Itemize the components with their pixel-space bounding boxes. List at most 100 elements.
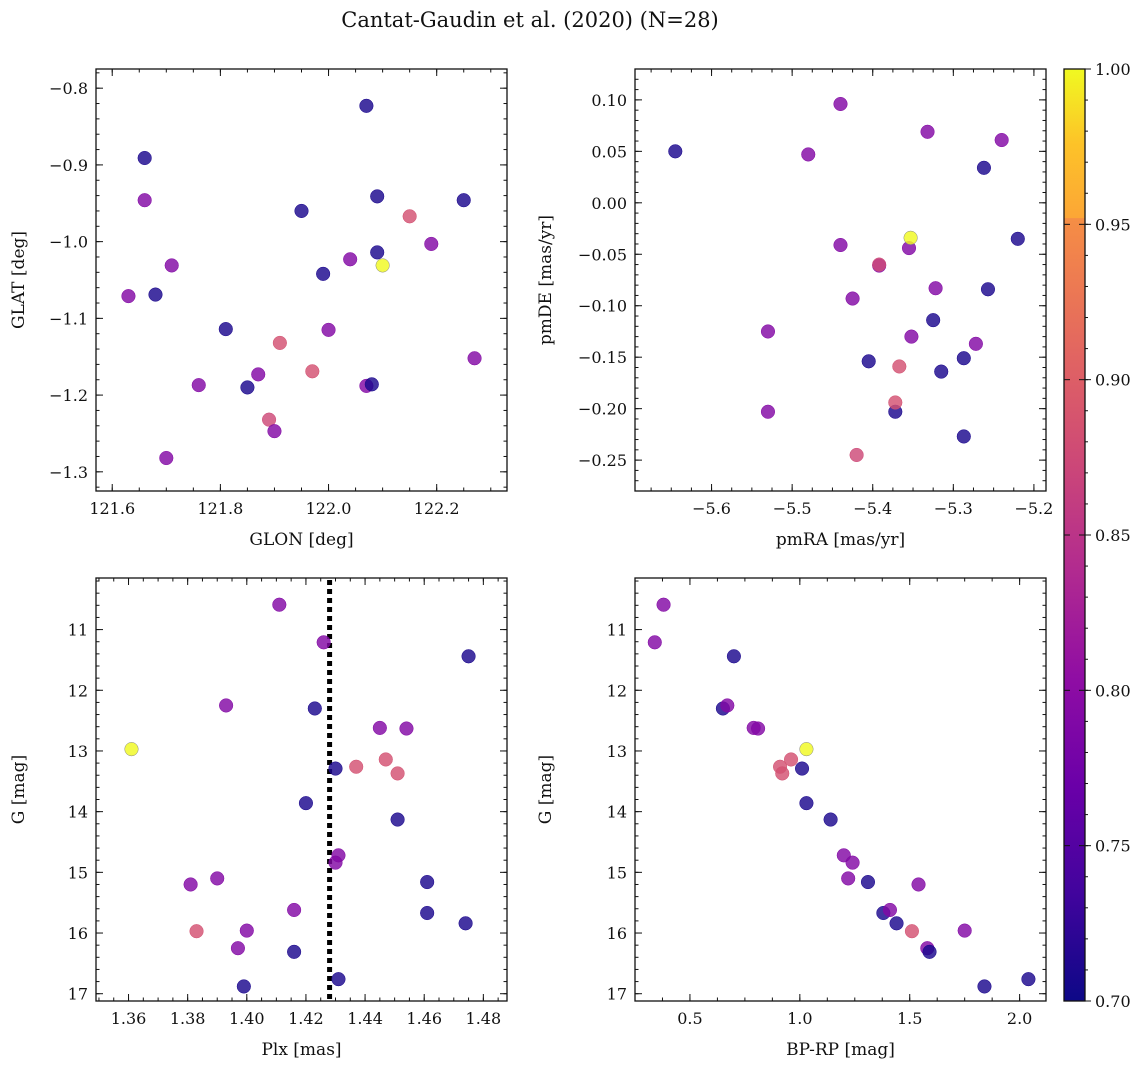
- y-tick-label: 16: [68, 924, 88, 943]
- scatter-point: [889, 916, 904, 931]
- y-tick-label: −0.8: [49, 79, 88, 98]
- scatter-point: [331, 972, 346, 987]
- scatter-point: [331, 848, 346, 863]
- x-tick-label: −5.4: [853, 499, 892, 518]
- y-tick-label: −1.3: [49, 463, 88, 482]
- scatter-point: [760, 324, 776, 339]
- x-tick-label: 1.5: [897, 1009, 922, 1028]
- x-tick-label: 1.38: [170, 1009, 206, 1028]
- scatter-point: [148, 287, 163, 302]
- scatter-point: [888, 395, 903, 410]
- scatter-point: [343, 252, 358, 267]
- x-tick-label: −5.6: [692, 499, 731, 518]
- y-tick-label: 0.05: [591, 142, 627, 161]
- colorbar-tick-label: 0.70: [1095, 992, 1131, 1011]
- scatter-point: [458, 916, 473, 931]
- scatter-point: [1010, 231, 1025, 246]
- x-tick-label: −5.5: [773, 499, 812, 518]
- scatter-point: [976, 160, 991, 175]
- scatter-point: [799, 742, 814, 757]
- axes-frame: [95, 577, 508, 1002]
- scatter-point: [920, 124, 935, 139]
- x-tick-label: 1.40: [229, 1009, 265, 1028]
- scatter-point: [124, 742, 139, 757]
- scatter-point: [424, 236, 439, 251]
- x-tick-label: 1.0: [787, 1009, 812, 1028]
- y-tick-label: −0.25: [578, 451, 627, 470]
- scatter-point: [328, 761, 343, 776]
- scatter-point: [137, 150, 152, 166]
- scatter-point: [164, 258, 179, 273]
- scatter-point: [239, 923, 254, 938]
- y-tick-label: 11: [68, 621, 88, 640]
- parallax-magnitude-panel: 1.36 1.38 1.40 1.42 1.44 1.46 1.48 11 12 13 14 15 16…: [9, 577, 508, 1060]
- scatter-point: [926, 313, 941, 328]
- y-tick-label: 13: [607, 742, 627, 761]
- scatter-point: [372, 720, 387, 735]
- y-axis-label: G [mag]: [9, 755, 29, 824]
- scatter-point: [456, 193, 471, 208]
- scatter-point: [934, 364, 949, 379]
- scatter-point: [370, 245, 385, 260]
- y-tick-label: 12: [607, 681, 627, 700]
- figure-title: Cantat-Gaudin et al. (2020) (N=28): [341, 8, 719, 32]
- scatter-point: [833, 237, 848, 253]
- y-tick-label: −0.10: [578, 297, 627, 316]
- scatter-point: [251, 367, 266, 382]
- scatter-point: [402, 209, 417, 224]
- scatter-point: [189, 924, 204, 939]
- scatter-point: [240, 380, 255, 395]
- scatter-point: [305, 364, 320, 379]
- scatter-point: [316, 266, 331, 281]
- scatter-point: [833, 96, 848, 112]
- x-axis-label: pmRA [mas/yr]: [776, 530, 905, 550]
- axes-frame: [634, 68, 1047, 492]
- x-tick-label: 121.6: [89, 499, 135, 518]
- x-axis-label: Plx [mas]: [261, 1040, 341, 1060]
- proper-motion-panel: −5.6 −5.5 −5.4 −5.3 −5.2 0.10 0.05 0.00 −0.05 −0.…: [536, 68, 1053, 550]
- x-tick-label: 1.36: [111, 1009, 147, 1028]
- scatter-point: [957, 923, 972, 938]
- scatter-point: [794, 761, 810, 776]
- x-tick-label: 1.44: [347, 1009, 383, 1028]
- y-tick-label: 15: [607, 863, 627, 882]
- scatter-point: [956, 351, 971, 366]
- scatter-point: [272, 597, 287, 612]
- colorbar-tick-label: 0.90: [1095, 371, 1131, 390]
- x-tick-label: 1.46: [406, 1009, 442, 1028]
- scatter-point: [262, 412, 277, 427]
- colorbar-tick-label: 0.85: [1095, 526, 1131, 545]
- x-tick-label: 1.42: [288, 1009, 324, 1028]
- axes-frame: [95, 68, 508, 492]
- scatter-point: [775, 766, 790, 781]
- scatter-point: [287, 944, 302, 959]
- y-tick-label: 0.10: [591, 91, 627, 110]
- scatter-point: [287, 902, 302, 918]
- scatter-point: [298, 796, 313, 811]
- scatter-point: [922, 944, 937, 959]
- scatter-point: [994, 132, 1009, 148]
- scatter-point: [267, 424, 282, 439]
- scatter-point: [307, 701, 322, 716]
- scatter-point: [159, 450, 174, 466]
- scatter-point: [420, 905, 435, 921]
- scatter-point: [760, 404, 776, 419]
- scatter-point: [845, 855, 860, 870]
- scatter-point: [236, 979, 251, 994]
- sky-position-panel: 121.6 121.8 122.0 122.2 −0.8 −0.9 −1.0 −1.1 −1.2…: [9, 68, 508, 550]
- colorbar-top-blend: [1064, 69, 1085, 219]
- scatter-point: [904, 924, 919, 939]
- scatter-point: [872, 257, 887, 272]
- scatter-point: [860, 875, 876, 890]
- y-tick-label: −0.05: [578, 245, 627, 264]
- scatter-point: [210, 871, 225, 886]
- colorbar-tick-label: 0.95: [1095, 215, 1131, 234]
- y-tick-label: 16: [607, 924, 627, 943]
- scatter-point: [378, 752, 393, 767]
- y-axis-label: GLAT [deg]: [9, 231, 29, 329]
- y-tick-label: 13: [68, 742, 88, 761]
- x-axis-label: BP-RP [mag]: [786, 1040, 895, 1060]
- y-axis-label: pmDE [mas/yr]: [536, 215, 556, 345]
- scatter-point: [911, 877, 926, 892]
- y-tick-label: −0.20: [578, 400, 627, 419]
